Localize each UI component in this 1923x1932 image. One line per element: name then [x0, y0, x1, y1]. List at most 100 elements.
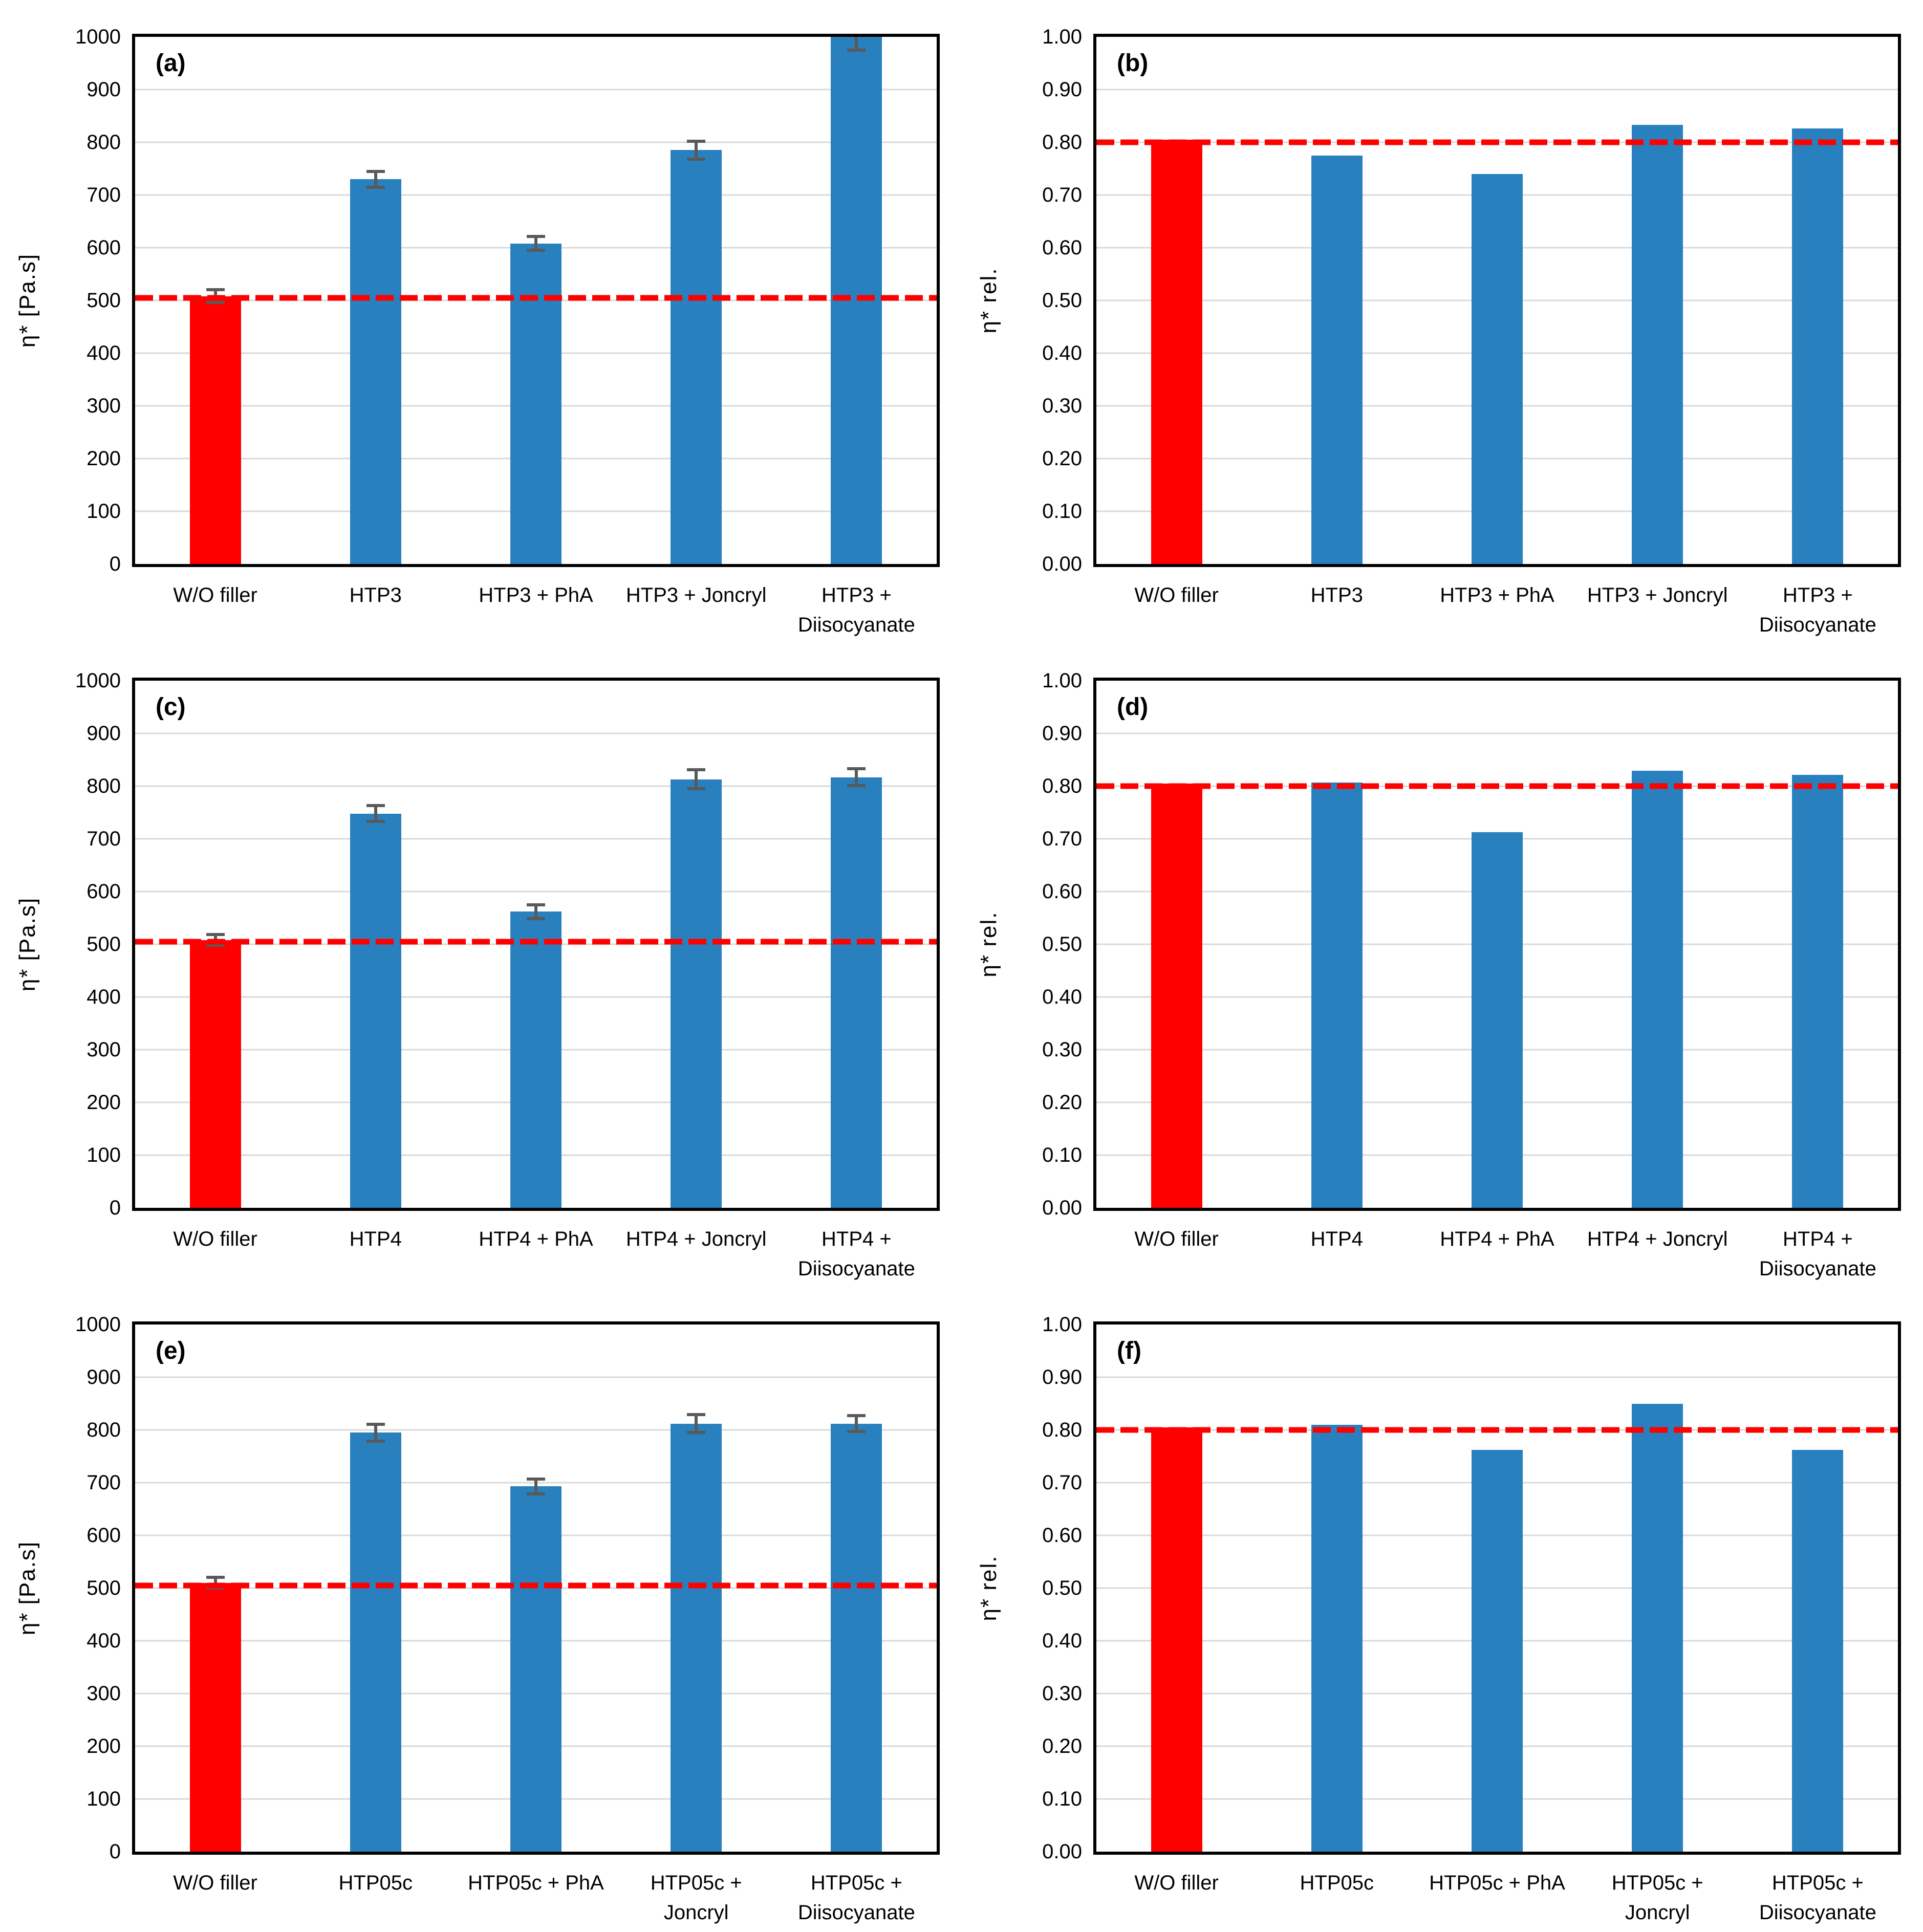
- gridline: [1096, 89, 1898, 91]
- error-bar: [527, 1325, 545, 1852]
- y-tick-label: 0.00: [1042, 1197, 1082, 1219]
- y-tick-label: 0.30: [1042, 1038, 1082, 1061]
- reference-dashed-line: [1096, 1427, 1898, 1433]
- x-category-label-line: W/O filler: [173, 584, 257, 606]
- y-tick-label: 0.70: [1042, 1471, 1082, 1494]
- error-bar-cap-top: [687, 768, 706, 772]
- error-bar-cap-bottom: [527, 917, 545, 920]
- x-category-label-line: HTP3 + Joncryl: [625, 584, 767, 606]
- x-category-label: W/O filler: [1096, 580, 1257, 610]
- x-category-label-line: HTP3: [1310, 584, 1363, 606]
- error-bar-line: [695, 770, 698, 789]
- gridline: [135, 785, 937, 787]
- x-category-label-line: W/O filler: [1134, 1228, 1219, 1250]
- x-category-label-line: HTP05c + PhA: [468, 1872, 604, 1894]
- gridline: [135, 891, 937, 893]
- panel-letter: (a): [156, 50, 186, 77]
- error-bar-cap-bottom: [527, 1492, 545, 1495]
- y-tick-label: 0.60: [1042, 1524, 1082, 1547]
- gridline: [135, 838, 937, 840]
- y-tick-label: 300: [87, 395, 121, 417]
- y-tick-label: 0.80: [1042, 775, 1082, 797]
- error-bar-cap-bottom: [847, 784, 866, 787]
- error-bar-cap-bottom: [206, 301, 225, 305]
- x-category-label: HTP05c + Diisocyanate: [1738, 1868, 1898, 1927]
- error-bar-cap-top: [847, 767, 866, 771]
- y-tick-label: 900: [87, 78, 121, 101]
- error-bar: [527, 37, 545, 564]
- plot-area: (c): [132, 678, 940, 1211]
- x-category-label: HTP3 + Joncryl: [1578, 580, 1738, 610]
- y-tick-label: 600: [87, 880, 121, 903]
- y-tick-label: 100: [87, 1788, 121, 1810]
- y-tick-label: 0.10: [1042, 1788, 1082, 1810]
- x-category-label: HTP3 + Diisocyanate: [1738, 580, 1898, 640]
- x-category-label-line: HTP4 + Joncryl: [625, 1228, 767, 1250]
- bar: [350, 179, 401, 564]
- reference-dashed-line: [1096, 139, 1898, 145]
- error-bar-cap-top: [206, 1576, 225, 1579]
- y-tick-label: 200: [87, 447, 121, 470]
- error-bar: [847, 681, 866, 1208]
- error-bar-cap-top: [687, 1413, 706, 1417]
- gridline: [135, 1376, 937, 1378]
- error-bar: [687, 681, 706, 1208]
- bar: [1792, 1450, 1844, 1852]
- y-tick-label: 0.00: [1042, 1840, 1082, 1863]
- error-bar-line: [855, 37, 858, 50]
- bar: [1632, 125, 1683, 564]
- x-category-label-line: Joncryl: [1625, 1901, 1690, 1924]
- y-tick-label: 800: [87, 1419, 121, 1441]
- x-category-label: HTP3: [1257, 580, 1417, 610]
- bar: [350, 813, 401, 1208]
- bar: [1472, 832, 1523, 1208]
- error-bar-cap-top: [206, 288, 225, 292]
- y-tick-label: 900: [87, 1366, 121, 1388]
- bar: [350, 1432, 401, 1852]
- gridline: [1096, 732, 1898, 734]
- reference-dashed-line: [1096, 783, 1898, 789]
- gridline: [135, 732, 937, 734]
- y-tick-label: 0.20: [1042, 1735, 1082, 1757]
- error-bar-cap-top: [687, 139, 706, 143]
- error-bar-line: [855, 769, 858, 786]
- y-tick-label: 0.30: [1042, 395, 1082, 417]
- bar: [510, 1486, 561, 1852]
- x-category-label-line: W/O filler: [1134, 584, 1219, 606]
- y-tick-label: 800: [87, 131, 121, 154]
- error-bar-cap-top: [366, 169, 385, 173]
- y-tick-label: 0.20: [1042, 447, 1082, 470]
- x-category-label-line: HTP3: [349, 584, 402, 606]
- y-tick-label: 600: [87, 1524, 121, 1547]
- x-category-label-line: Diisocyanate: [797, 1901, 915, 1924]
- x-category-label: HTP4 + Diisocyanate: [1738, 1224, 1898, 1284]
- x-category-label: HTP4 + PhA: [1417, 1224, 1577, 1254]
- y-tick-label: 300: [87, 1682, 121, 1705]
- x-category-label: HTP05c + PhA: [1417, 1868, 1577, 1898]
- bar: [189, 940, 241, 1208]
- bar: [1311, 155, 1363, 564]
- x-category-label-line: W/O filler: [173, 1228, 257, 1250]
- y-tick-label: 1.00: [1042, 1313, 1082, 1336]
- x-category-label-line: HTP3 + PhA: [1440, 584, 1554, 606]
- y-tick-label: 0.60: [1042, 880, 1082, 903]
- y-tick-label: 0.00: [1042, 553, 1082, 575]
- x-category-label: W/O filler: [1096, 1224, 1257, 1254]
- x-category-label-line: HTP4: [349, 1228, 402, 1250]
- panel-c: η* [Pa.s] (c) 0 100 200 300 400 500 600 700 800 9…: [0, 644, 961, 1288]
- x-category-label: HTP05c + Joncryl: [1578, 1868, 1738, 1927]
- y-tick-label: 900: [87, 722, 121, 745]
- error-bar-line: [695, 1415, 698, 1433]
- x-category-label: W/O filler: [135, 1224, 295, 1254]
- gridline: [1096, 1376, 1898, 1378]
- y-tick-label: 0: [109, 1197, 121, 1219]
- bar: [1632, 1403, 1683, 1852]
- panel-letter: (d): [1117, 693, 1149, 721]
- x-category-label-line: HTP4 +: [1783, 1228, 1853, 1250]
- reference-dashed-line: [135, 1582, 937, 1589]
- x-category-label: HTP05c + PhA: [456, 1868, 616, 1898]
- error-bar-cap-top: [527, 235, 545, 238]
- y-tick-label: 100: [87, 500, 121, 523]
- x-category-label-line: HTP05c +: [1771, 1872, 1864, 1894]
- error-bar-cap-top: [527, 903, 545, 906]
